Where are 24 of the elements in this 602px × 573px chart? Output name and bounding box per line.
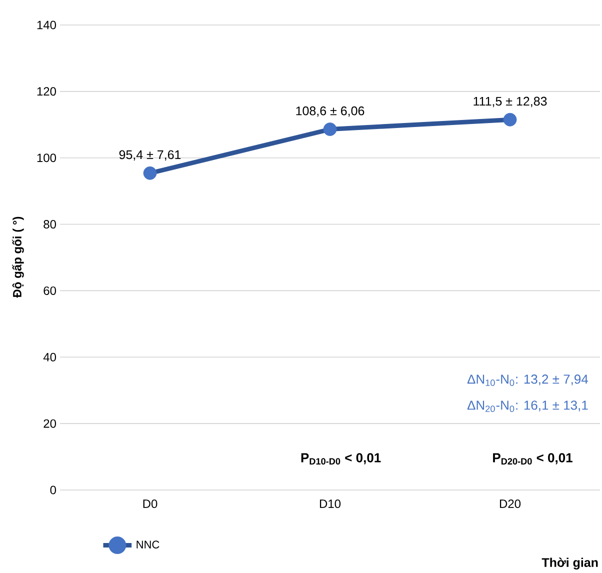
y-tick-label: 60 — [44, 286, 56, 295]
data-label: 95,4 ± 7,61 — [119, 150, 181, 161]
data-label: 108,6 ± 6,06 — [296, 106, 364, 117]
y-tick-label: 20 — [44, 419, 56, 428]
y-tick-label: 100 — [37, 154, 56, 162]
y-axis-title: Độ gấp gối ( °) — [12, 216, 24, 298]
y-tick-label: 0 — [50, 486, 56, 494]
x-tick-label: D10 — [320, 500, 341, 508]
annotation: P$_{D10-D0}$ < 0,01 — [301, 453, 381, 465]
x-tick-label: D0 — [143, 500, 158, 508]
y-tick-label: 140 — [37, 20, 56, 30]
annotation: P$_{D20-D0}$ < 0,01 — [493, 453, 572, 465]
point — [143, 166, 157, 180]
legend-label: NNC — [136, 540, 160, 548]
x-tick-label: D20 — [500, 500, 521, 508]
point — [323, 122, 337, 136]
x-axis-title: Thời gian — [542, 558, 598, 570]
point — [503, 112, 517, 126]
y-tick-label: 40 — [43, 352, 56, 362]
annotation: ΔN$_{10}$-N$_{0}$: 13,2 ± 7,94 — [467, 374, 588, 386]
annotation: ΔN$_{20}$-N$_{0}$: 16,1 ± 13,1 — [467, 400, 588, 412]
data-label: 111,5 ± 12,83 — [474, 96, 547, 108]
y-tick-label: 80 — [44, 220, 56, 229]
y-tick-label: 120 — [37, 87, 56, 96]
